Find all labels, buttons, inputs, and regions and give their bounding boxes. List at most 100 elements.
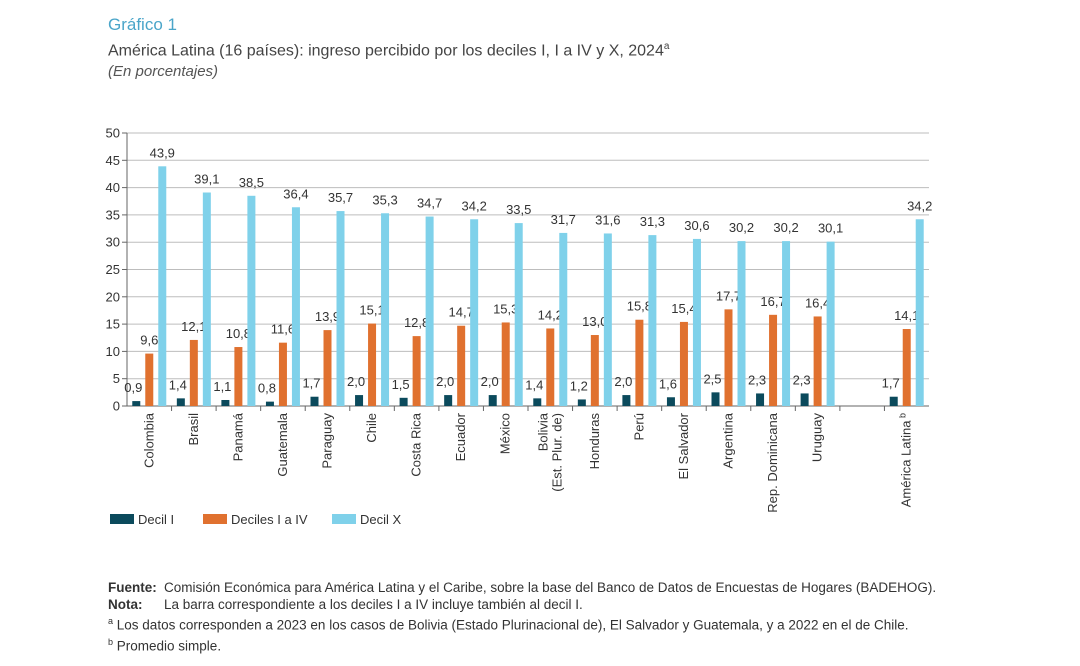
x-tick-label: Panamá [230,412,245,461]
bar [603,233,612,406]
legend-swatch [110,514,134,524]
x-tick-label: Perú [631,413,646,440]
bar [202,192,211,406]
bar [902,329,911,406]
bar [336,211,345,406]
footnote-a-text: Los datos corresponden a 2023 en los cas… [116,617,909,633]
x-tick-label: América Latina b [898,413,914,507]
y-tick-label: 10 [106,344,120,359]
bar [724,309,733,406]
x-tick-label-line: América Latina b [898,413,914,507]
x-tick-label-line: Perú [631,413,646,440]
legend-swatch [203,514,227,524]
x-tick-label-line: Paraguay [320,413,335,469]
bar [265,401,274,406]
bar [635,319,644,406]
x-tick-label-line: Uruguay [810,413,825,463]
x-tick-label: Guatemala [275,412,290,476]
legend-item: Deciles I a IV [203,512,308,527]
x-tick-label: Honduras [587,413,602,470]
data-label: 13,0 [582,314,607,329]
x-tick-label: Argentina [721,412,736,468]
data-label: 1,7 [882,376,900,391]
x-tick-label-line: El Salvador [676,412,691,479]
source-text: Comisión Económica para América Latina y… [164,580,937,595]
x-tick-label-line: Colombia [141,412,156,468]
data-label: 0,9 [124,380,142,395]
y-tick-label: 25 [106,262,120,277]
bar [399,397,408,406]
bar [769,314,778,406]
bar [889,396,898,406]
bar [381,213,390,406]
bar [756,393,765,406]
chart-header: Gráfico 1 América Latina (16 países): in… [108,14,669,82]
bar [189,339,198,406]
legend-item: Decil I [110,512,174,527]
data-label: 34,7 [417,196,442,211]
legend-item: Decil X [332,512,402,527]
data-label: 2,3 [793,372,811,387]
x-tick-label: Brasil [186,413,201,446]
figure-label: Gráfico 1 [108,15,177,34]
x-tick-label: Uruguay [810,413,825,463]
y-tick-label: 50 [106,126,120,141]
data-label: 12,8 [404,315,429,330]
x-tick-label-line: Argentina [721,412,736,468]
data-label: 38,5 [239,175,264,190]
y-tick-label: 45 [106,153,120,168]
data-label: 1,4 [169,377,187,392]
data-label: 10,8 [226,326,251,341]
note-text: La barra correspondiente a los deciles I… [164,596,583,612]
chart-title: América Latina (16 países): ingreso perc… [108,36,669,62]
bar [278,342,287,406]
bar [145,353,154,406]
data-label: 15,4 [671,301,696,316]
legend-label: Decil X [360,512,402,527]
bar [323,330,332,406]
general-note: Nota: La barra correspondiente a los deci… [108,597,936,614]
data-label: 2,0 [481,374,499,389]
data-label: 9,6 [140,333,158,348]
data-label: 2,0 [436,374,454,389]
y-tick-label: 20 [106,289,120,304]
data-label: 14,7 [449,305,474,320]
bar [514,223,523,406]
data-label: 14,1 [894,308,919,323]
bar [711,392,720,406]
x-tick-label-line: Ecuador [453,412,468,461]
bar [425,216,434,406]
x-tick-label-line: Brasil [186,413,201,446]
bar [546,328,555,406]
bar [488,395,497,406]
bar [412,336,421,406]
data-label: 15,3 [493,301,518,316]
data-label: 31,3 [640,214,665,229]
data-label: 1,6 [659,376,677,391]
x-tick-label: México [498,413,513,454]
data-label: 34,2 [462,198,487,213]
x-tick-label-line: Panamá [230,412,245,461]
bar [782,241,791,406]
x-tick-label: Bolivia (Est. Plur. de) [535,412,564,492]
bar [221,399,230,406]
bar [813,316,822,406]
data-label: 43,9 [150,145,175,160]
y-tick-label: 15 [106,317,120,332]
data-label: 30,2 [729,220,754,235]
bar [800,393,809,406]
data-label: 31,6 [595,212,620,227]
data-label: 35,7 [328,190,353,205]
bar [622,395,631,406]
bar [368,323,377,406]
x-tick-label-superscript: b [898,413,908,421]
data-label: 36,4 [283,186,308,201]
data-label: 30,6 [684,218,709,233]
data-label: 17,7 [716,288,741,303]
x-tick-label: Colombia [141,412,156,468]
y-tick-label: 30 [106,235,120,250]
data-label: 34,2 [907,198,932,213]
legend-label: Decil I [138,512,174,527]
x-tick-label-line: Honduras [587,413,602,470]
data-label: 1,5 [392,377,410,392]
